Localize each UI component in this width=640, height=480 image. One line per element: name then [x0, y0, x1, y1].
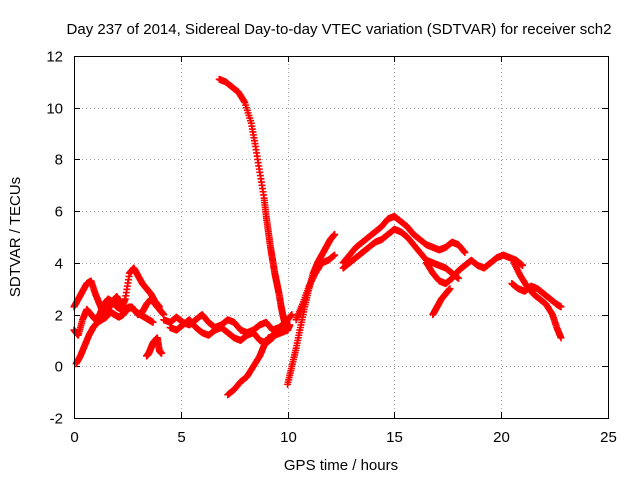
y-tick-label: 4 — [55, 256, 63, 273]
series-arc3 — [72, 303, 157, 368]
series-arc10 — [292, 251, 339, 324]
data-point — [557, 303, 565, 311]
grid-lines — [74, 56, 608, 418]
data-point — [287, 312, 295, 320]
axis-ticks: 0 5 10 15 20 25 -2 0 2 4 6 8 10 12 — [46, 49, 617, 447]
series-arc11 — [339, 212, 469, 267]
y-tick-label: 2 — [55, 308, 63, 325]
y-tick-label: -2 — [50, 411, 63, 428]
y-tick-label: 0 — [55, 359, 63, 376]
series-arc13 — [422, 251, 527, 288]
y-tick-label: 6 — [55, 204, 63, 221]
data-point — [519, 261, 527, 269]
y-axis-label: SDTVAR / TECUs — [7, 177, 24, 297]
chart-title: Day 237 of 2014, Sidereal Day-to-day VTE… — [67, 21, 612, 38]
series-arc4 — [143, 334, 166, 360]
series-arc8 — [224, 326, 292, 399]
data-point — [286, 321, 294, 329]
series-arc2 — [70, 292, 168, 339]
series-arc14 — [429, 285, 454, 319]
data-point — [158, 349, 166, 357]
data-point — [240, 97, 248, 105]
data-points — [70, 75, 565, 399]
data-point — [446, 285, 454, 293]
data-point — [454, 274, 462, 282]
x-tick-label: 0 — [70, 429, 78, 446]
data-point — [461, 249, 469, 257]
data-point — [460, 248, 468, 256]
data-point — [331, 251, 339, 259]
data-point — [288, 311, 296, 319]
series-arc9 — [284, 230, 339, 388]
y-tick-label: 12 — [46, 49, 63, 66]
data-point — [284, 326, 292, 334]
series-arc12 — [339, 225, 462, 282]
y-tick-label: 10 — [46, 101, 63, 118]
x-tick-label: 15 — [386, 429, 403, 446]
y-tick-label: 8 — [55, 152, 63, 169]
x-tick-label: 5 — [177, 429, 185, 446]
series-arc15 — [510, 259, 565, 342]
data-point — [557, 334, 565, 342]
data-point — [331, 230, 339, 238]
data-point — [149, 318, 157, 326]
x-tick-label: 20 — [493, 429, 510, 446]
x-tick-label: 10 — [280, 429, 297, 446]
series-arc7 — [215, 75, 294, 334]
x-axis-label: GPS time / hours — [284, 457, 398, 474]
x-tick-label: 25 — [600, 429, 617, 446]
series-arc16 — [508, 280, 565, 311]
plot-frame — [74, 56, 609, 419]
